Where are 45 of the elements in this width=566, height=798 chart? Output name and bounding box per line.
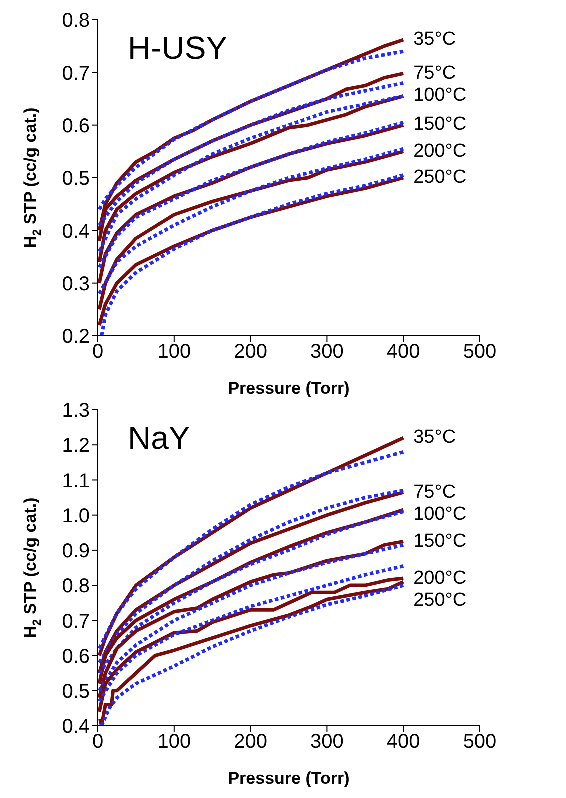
y-tick-label: 1.1 (62, 470, 90, 492)
x-tick-label: 400 (386, 731, 420, 754)
y-tick-label: 1.0 (62, 505, 90, 528)
chart-title: NaY (128, 420, 190, 456)
chart-title: H-USY (128, 30, 228, 66)
series-label: 200°C (414, 568, 467, 590)
y-tick-label: 0.5 (62, 168, 90, 190)
series-label: 35°C (414, 427, 456, 450)
x-tick-label: 100 (158, 341, 192, 364)
series-label: 100°C (414, 504, 467, 526)
y-tick-label: 1.3 (62, 400, 90, 422)
y-tick-label: 0.7 (62, 610, 90, 633)
y-tick-label: 0.4 (62, 220, 90, 243)
series-label: 100°C (414, 85, 467, 108)
series-label: 75°C (414, 62, 456, 85)
series-label: 200°C (414, 140, 467, 163)
y-tick-label: 1.2 (62, 435, 90, 458)
x-tick-label: 200 (234, 731, 268, 754)
y-tick-label: 0.7 (62, 62, 90, 85)
series-label: 35°C (414, 29, 456, 51)
x-tick-label: 200 (234, 341, 268, 364)
x-tick-label: 500 (463, 731, 497, 754)
y-tick-label: 0.6 (62, 115, 90, 138)
series-label: 150°C (414, 114, 467, 136)
y-tick-label: 0.5 (62, 680, 90, 703)
y-tick-label: 0.8 (62, 10, 90, 32)
x-axis-title: Pressure (Torr) (228, 379, 350, 398)
x-axis-title: Pressure (Torr) (228, 769, 350, 788)
x-tick-label: 500 (463, 341, 497, 364)
series-label: 250°C (414, 167, 467, 189)
y-tick-label: 0.2 (62, 326, 90, 348)
x-tick-label: 300 (310, 341, 344, 364)
y-tick-label: 0.9 (62, 540, 90, 563)
y-tick-label: 0.8 (62, 576, 90, 598)
x-tick-label: 100 (158, 731, 192, 754)
series-label: 250°C (414, 590, 467, 612)
y-tick-label: 0.3 (62, 273, 90, 296)
x-tick-label: 0 (92, 731, 104, 754)
series-label: 150°C (414, 530, 467, 553)
series-label: 75°C (414, 482, 456, 504)
x-tick-label: 300 (310, 731, 344, 754)
x-tick-label: 0 (92, 341, 104, 364)
x-tick-label: 400 (386, 341, 420, 364)
y-tick-label: 0.4 (62, 716, 90, 738)
y-tick-label: 0.6 (62, 646, 90, 668)
